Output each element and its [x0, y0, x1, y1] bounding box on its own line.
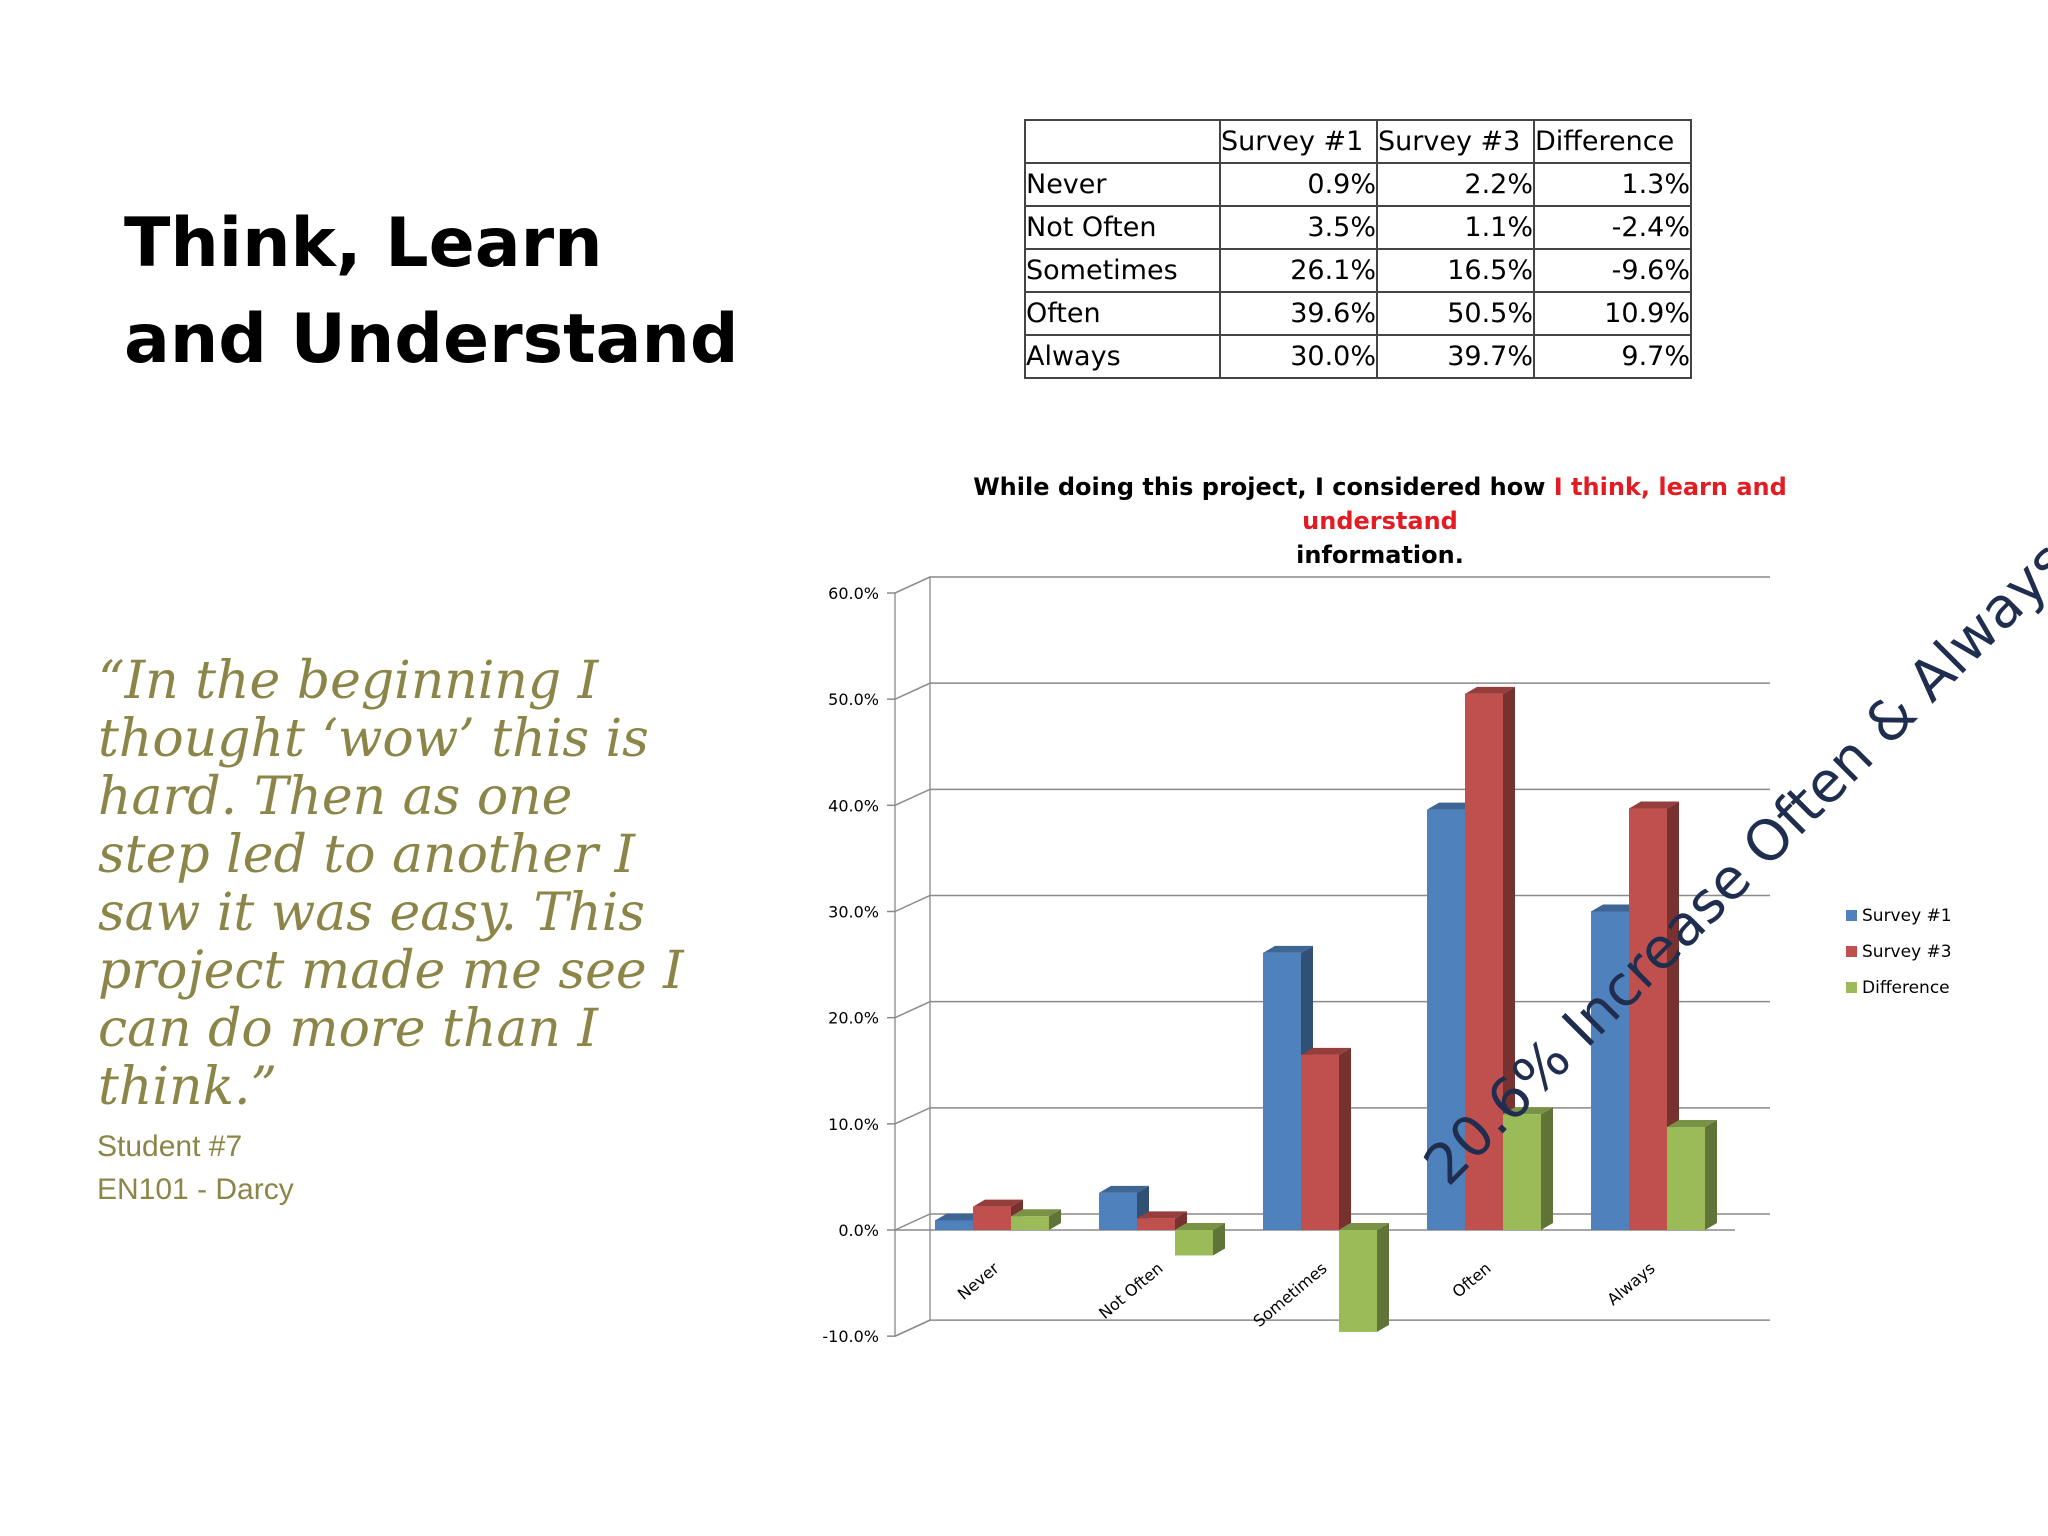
- bar-top: [1339, 1223, 1389, 1230]
- table-row: Often 39.6% 50.5% 10.9%: [1024, 291, 1692, 336]
- y-tick-label: 40.0%: [828, 796, 879, 815]
- table-header-cell: Survey #1: [1219, 119, 1378, 164]
- quote-attribution-course: EN101 - Darcy: [97, 1173, 294, 1206]
- y-tick-label: 50.0%: [828, 690, 879, 709]
- gridline: [894, 682, 1770, 700]
- table-header-cell: [1024, 119, 1221, 164]
- bar-top: [1099, 1185, 1149, 1193]
- table-row: Sometimes 26.1% 16.5% -9.6%: [1024, 248, 1692, 293]
- bar-difference: [1339, 1230, 1377, 1332]
- bar-difference: [1667, 1127, 1705, 1230]
- bar-survey-1: [1591, 911, 1629, 1230]
- legend-entry: Survey #3: [1862, 942, 1952, 962]
- table-cell: -2.4%: [1533, 205, 1692, 250]
- table-cell: 30.0%: [1219, 334, 1378, 379]
- table-cell: 0.9%: [1219, 162, 1378, 207]
- gridline: [894, 576, 1770, 594]
- legend-entry: Survey #1: [1862, 906, 1952, 926]
- bar-top: [1503, 1107, 1553, 1115]
- bar-difference: [1503, 1114, 1541, 1230]
- bar-survey-3: [1629, 808, 1667, 1230]
- y-tick-label: 60.0%: [828, 584, 879, 603]
- table-cell: 39.7%: [1376, 334, 1535, 379]
- table-cell: 1.1%: [1376, 205, 1535, 250]
- y-tick-label: 30.0%: [828, 903, 879, 922]
- bar-side: [1213, 1223, 1225, 1256]
- table-header-cell: Survey #3: [1376, 119, 1535, 164]
- bar-side: [1377, 1223, 1389, 1332]
- chart-title-highlight: I think, learn and understand: [1302, 473, 1787, 535]
- bar-survey-1: [1427, 809, 1465, 1230]
- legend-entry: Difference: [1862, 978, 1950, 998]
- y-tick-label: 10.0%: [828, 1115, 879, 1134]
- bar-top: [1137, 1211, 1187, 1219]
- quote-attribution-student: Student #7: [97, 1130, 243, 1163]
- table-cell: -9.6%: [1533, 248, 1692, 293]
- table-cell: 3.5%: [1219, 205, 1378, 250]
- bar-top: [1011, 1209, 1061, 1217]
- x-tick-label: Always: [1603, 1259, 1658, 1310]
- bar-survey-3: [1465, 693, 1503, 1230]
- table-cell: 9.7%: [1533, 334, 1692, 379]
- bar-top: [1263, 945, 1313, 953]
- x-tick-label: Never: [954, 1258, 1003, 1303]
- table-cell: 39.6%: [1219, 291, 1378, 336]
- student-quote: “In the beginning I thought ‘wow’ this i…: [98, 651, 684, 1117]
- bar-top: [1465, 686, 1515, 694]
- bar-side: [1339, 1047, 1351, 1230]
- chart-title: While doing this project, I considered h…: [930, 470, 1830, 572]
- table-row-label: Not Often: [1024, 205, 1221, 250]
- gridline: [894, 1319, 1770, 1337]
- legend-swatch: [1846, 982, 1857, 993]
- bar-survey-1: [1263, 952, 1301, 1230]
- bar-difference: [1175, 1230, 1213, 1256]
- bar-side: [1541, 1107, 1553, 1230]
- bar-survey-3: [973, 1206, 1011, 1230]
- table-cell: 26.1%: [1219, 248, 1378, 293]
- bar-top: [973, 1199, 1023, 1207]
- table-row-label: Never: [1024, 162, 1221, 207]
- bar-survey-3: [1137, 1218, 1175, 1230]
- bar-top: [1667, 1120, 1717, 1128]
- table-row: Never 0.9% 2.2% 1.3%: [1024, 162, 1692, 207]
- bar-survey-3: [1301, 1054, 1339, 1230]
- bar-top: [1175, 1223, 1225, 1230]
- table-row: Not Often 3.5% 1.1% -2.4%: [1024, 205, 1692, 250]
- bar-side: [1049, 1209, 1061, 1230]
- chart-title-part1: While doing this project, I considered h…: [973, 473, 1554, 501]
- table-cell: 50.5%: [1376, 291, 1535, 336]
- y-tick-label: -10.0%: [822, 1327, 879, 1346]
- table-cell: 16.5%: [1376, 248, 1535, 293]
- bar-top: [1629, 801, 1679, 809]
- table-header-cell: Difference: [1533, 119, 1692, 164]
- table-cell: 1.3%: [1533, 162, 1692, 207]
- bar-side: [1705, 1120, 1717, 1230]
- slide-title: Think, Learn and Understand: [124, 204, 739, 379]
- bar-side: [1503, 686, 1515, 1230]
- table-header-row: Survey #1 Survey #3 Difference: [1024, 119, 1692, 164]
- x-tick-label: Often: [1448, 1259, 1494, 1302]
- bar-survey-1: [935, 1220, 973, 1230]
- bar-difference: [1011, 1216, 1049, 1230]
- bar-top: [1427, 802, 1477, 810]
- y-tick-label: 20.0%: [828, 1009, 879, 1028]
- bar-top: [935, 1213, 985, 1221]
- table-row-label: Sometimes: [1024, 248, 1221, 293]
- y-tick-label: 0.0%: [838, 1221, 879, 1240]
- chart-title-part2: information.: [1296, 541, 1464, 569]
- legend-swatch: [1846, 946, 1857, 957]
- table-row-label: Always: [1024, 334, 1221, 379]
- bar-top: [1591, 904, 1641, 912]
- table-row-label: Often: [1024, 291, 1221, 336]
- table-cell: 2.2%: [1376, 162, 1535, 207]
- x-tick-label: Not Often: [1095, 1259, 1166, 1323]
- bar-survey-1: [1099, 1192, 1137, 1230]
- bar-side: [1175, 1211, 1187, 1230]
- legend-swatch: [1846, 910, 1857, 921]
- bar-top: [1301, 1047, 1351, 1055]
- survey-results-table: Survey #1 Survey #3 Difference Never 0.9% 2.2…: [1024, 119, 1692, 379]
- table-cell: 10.9%: [1533, 291, 1692, 336]
- table-row: Always 30.0% 39.7% 9.7%: [1024, 334, 1692, 379]
